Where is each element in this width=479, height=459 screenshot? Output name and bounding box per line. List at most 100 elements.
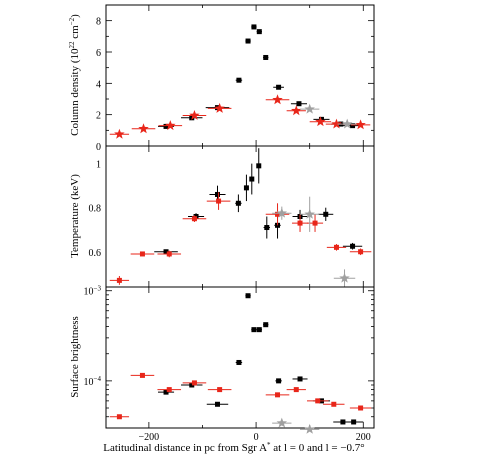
- data-point: [318, 207, 334, 221]
- star-marker: [331, 118, 342, 129]
- square-marker: [297, 220, 303, 226]
- plot-frame: [105, 4, 375, 147]
- star-marker: [304, 103, 315, 114]
- data-point: [275, 378, 282, 384]
- data-point: [263, 216, 271, 239]
- square-marker: [264, 225, 270, 231]
- data-point: [272, 417, 292, 428]
- y-tick-label: 0.6: [89, 248, 102, 259]
- data-point: [286, 387, 306, 393]
- square-marker: [214, 191, 220, 197]
- square-marker: [351, 419, 357, 425]
- square-marker: [275, 392, 281, 398]
- square-marker: [166, 251, 172, 257]
- panel-surface-brightness: −200 0 200 10−4 10−3 Surface brightness: [69, 285, 375, 443]
- data-point: [300, 423, 320, 434]
- data-point: [157, 387, 182, 393]
- data-point: [235, 194, 242, 213]
- y-tick-label: 10−3: [84, 285, 102, 298]
- data-point: [350, 119, 371, 130]
- square-marker: [249, 176, 255, 182]
- data-point: [326, 244, 347, 251]
- square-marker: [191, 380, 197, 386]
- data-point: [337, 118, 357, 129]
- square-marker: [331, 401, 337, 407]
- square-marker: [139, 372, 145, 378]
- square-marker: [297, 376, 303, 382]
- data-point: [286, 105, 306, 116]
- y-axis-label: Surface brightness: [69, 316, 81, 398]
- star-marker: [189, 109, 200, 120]
- square-marker: [245, 293, 251, 299]
- data-point: [182, 380, 207, 386]
- data-point: [342, 242, 363, 250]
- star-marker: [304, 208, 315, 219]
- data-point: [235, 77, 243, 83]
- star-marker: [165, 120, 176, 131]
- data-point: [157, 389, 175, 395]
- data-point: [300, 196, 320, 232]
- square-marker: [116, 414, 122, 420]
- x-tick-label: 0: [254, 432, 259, 443]
- square-marker: [263, 54, 269, 60]
- y-tick-label: 6: [96, 48, 101, 59]
- square-marker: [236, 359, 242, 365]
- y-tick-label: 2: [96, 111, 101, 122]
- square-marker: [333, 244, 339, 250]
- panel-column-density: 0 2 4 6 8 Column density (1022 cm−2): [68, 4, 375, 153]
- data-point: [158, 120, 183, 131]
- square-marker: [315, 398, 321, 404]
- data-point: [207, 102, 232, 113]
- plot-frame: [105, 286, 375, 429]
- square-marker: [214, 401, 220, 407]
- data-point: [182, 109, 207, 120]
- data-point: [245, 293, 251, 299]
- square-marker: [350, 243, 356, 249]
- data-point: [263, 322, 269, 328]
- data-point: [235, 359, 243, 365]
- square-marker: [189, 115, 195, 121]
- data-point: [307, 398, 329, 404]
- x-axis-label: Latitudinal distance in pc from Sgr A* a…: [103, 441, 364, 454]
- data-point: [130, 372, 155, 378]
- square-marker: [235, 200, 241, 206]
- square-marker: [139, 251, 145, 257]
- data-point: [181, 115, 203, 121]
- star-marker: [276, 207, 288, 218]
- plot-frame: [105, 145, 375, 288]
- data-point: [273, 84, 284, 90]
- data-point: [154, 249, 178, 255]
- square-marker: [163, 249, 169, 255]
- tick-group: −200 0 200 10−4 10−3: [84, 285, 374, 443]
- data-point: [349, 248, 372, 256]
- data-point: [157, 250, 182, 258]
- square-marker: [293, 387, 299, 393]
- square-marker: [217, 387, 223, 393]
- square-marker: [350, 123, 356, 129]
- x-tick-label: −200: [139, 432, 160, 443]
- star-marker: [304, 423, 315, 434]
- data-point: [109, 128, 130, 139]
- square-marker: [251, 24, 257, 30]
- square-marker: [312, 220, 318, 226]
- square-marker: [263, 322, 269, 328]
- y-axis-label: Column density (1022 cm−2): [68, 14, 81, 136]
- data-point: [207, 387, 232, 393]
- square-marker: [323, 211, 329, 217]
- series-group: [109, 293, 372, 434]
- data-point: [343, 419, 364, 425]
- data-point: [300, 103, 320, 114]
- square-marker: [275, 211, 281, 217]
- data-point: [181, 382, 203, 388]
- square-marker: [340, 419, 346, 425]
- data-point: [333, 269, 356, 287]
- y-tick-label: 1: [96, 160, 101, 171]
- y-tick-label: 4: [96, 79, 101, 90]
- y-tick-label: 0.8: [89, 204, 102, 215]
- star-marker: [291, 105, 302, 116]
- square-marker: [163, 389, 169, 395]
- data-point: [130, 251, 155, 257]
- y-tick-label: 0: [96, 142, 101, 153]
- star-marker: [214, 102, 225, 113]
- data-point: [263, 54, 269, 60]
